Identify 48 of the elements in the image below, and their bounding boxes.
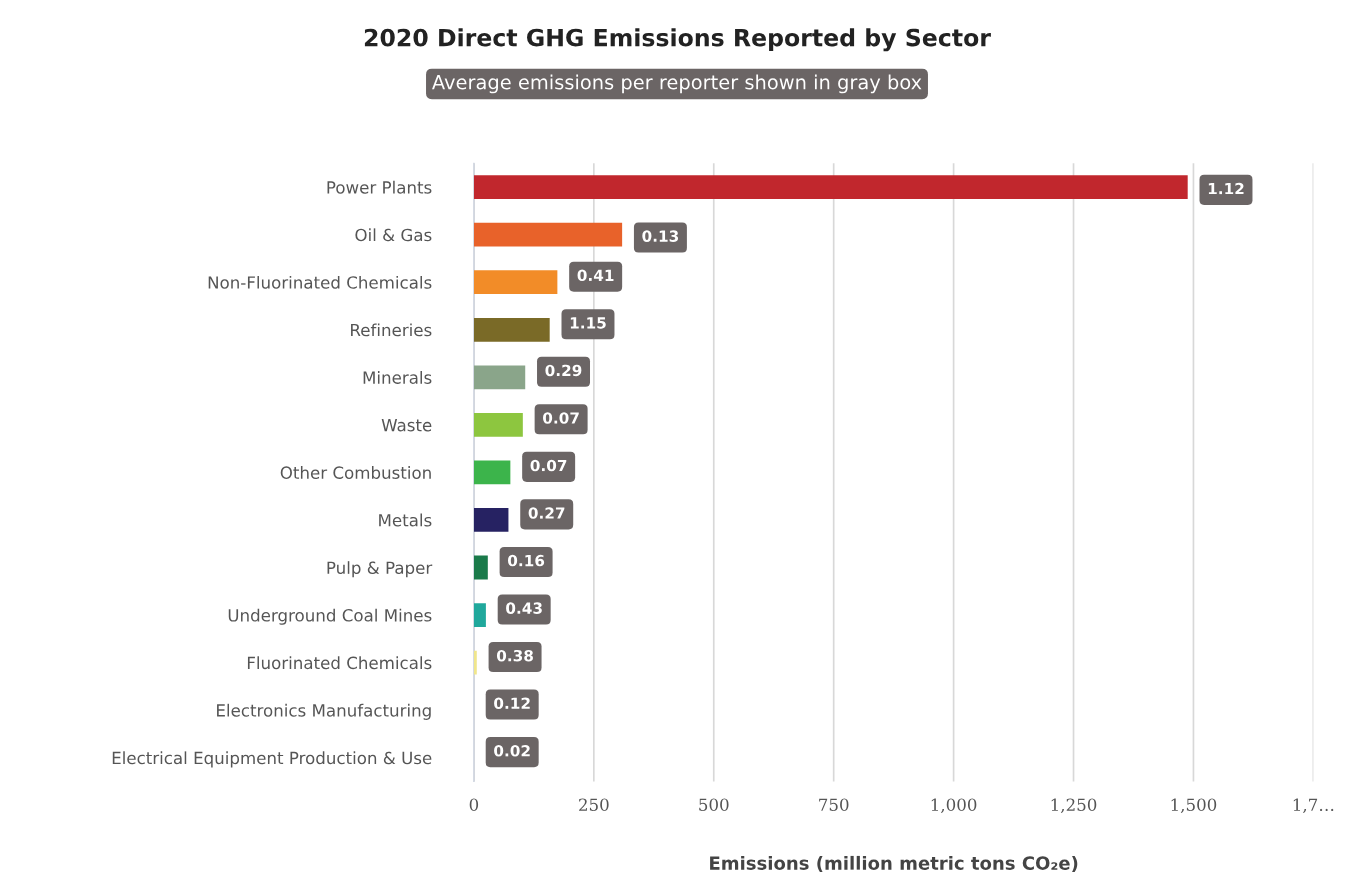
- x-tick-label: 0: [469, 798, 479, 812]
- y-tick-label: Non-Fluorinated Chemicals: [208, 275, 432, 289]
- bar: [473, 412, 523, 437]
- x-tick-label: 1,250: [1051, 798, 1097, 814]
- x-tick-label: 250: [579, 798, 609, 812]
- x-tick-label: 750: [819, 798, 849, 812]
- y-tick-label: Power Plants: [327, 180, 432, 194]
- y-tick-label: Oil & Gas: [355, 228, 432, 242]
- bar: [473, 270, 558, 295]
- y-tick-label: Metals: [379, 513, 432, 527]
- bar: [473, 508, 509, 532]
- bar: [473, 365, 526, 390]
- y-tick-label: Other Combustion: [280, 466, 431, 479]
- bar: [473, 650, 477, 675]
- bar: [473, 222, 623, 247]
- y-tick-label: Electrical Equipment Production & Use: [112, 751, 432, 768]
- y-tick-label: Underground Coal Mines: [228, 608, 432, 625]
- x-tick-label: 1,500: [1171, 798, 1217, 814]
- y-tick-label: Fluorinated Chemicals: [247, 656, 432, 670]
- annotation: 0.38: [496, 649, 533, 662]
- y-tick-label: Electronics Manufacturing: [217, 703, 431, 720]
- annotation: 0.27: [528, 507, 565, 519]
- bar: [473, 460, 511, 485]
- annotation: 1.15: [570, 317, 606, 329]
- annotation: 0.43: [506, 602, 542, 614]
- annotation: 1.12: [1208, 182, 1244, 195]
- annotation: 0.02: [494, 745, 530, 757]
- annotation: 0.41: [577, 269, 614, 282]
- chart-subtitle: Average emissions per reporter shown in gray box: [432, 74, 922, 94]
- y-tick-label: Waste: [381, 419, 432, 432]
- x-tick-label: 1,000: [931, 798, 977, 814]
- bar: [473, 317, 550, 342]
- y-tick-label: Minerals: [363, 370, 432, 384]
- y-tick-label: Pulp & Paper: [327, 561, 433, 578]
- annotation: 0.29: [545, 364, 582, 377]
- x-tick-label: 500: [699, 798, 729, 812]
- bar: [473, 555, 488, 580]
- x-tick-label: 1,7…: [1293, 798, 1334, 814]
- chart-title: 2020 Direct GHG Emissions Reported by Sector: [364, 28, 991, 52]
- annotation: 0.07: [530, 459, 567, 472]
- annotation: 0.13: [642, 230, 679, 242]
- annotation: 0.07: [543, 412, 579, 424]
- annotation: 0.16: [507, 554, 545, 567]
- bar: [473, 603, 486, 627]
- annotation: 0.12: [494, 697, 530, 710]
- y-tick-label: Refineries: [351, 323, 432, 337]
- bar: [473, 175, 1188, 200]
- x-axis-title: Emissions (million metric tons CO₂e): [710, 855, 1078, 873]
